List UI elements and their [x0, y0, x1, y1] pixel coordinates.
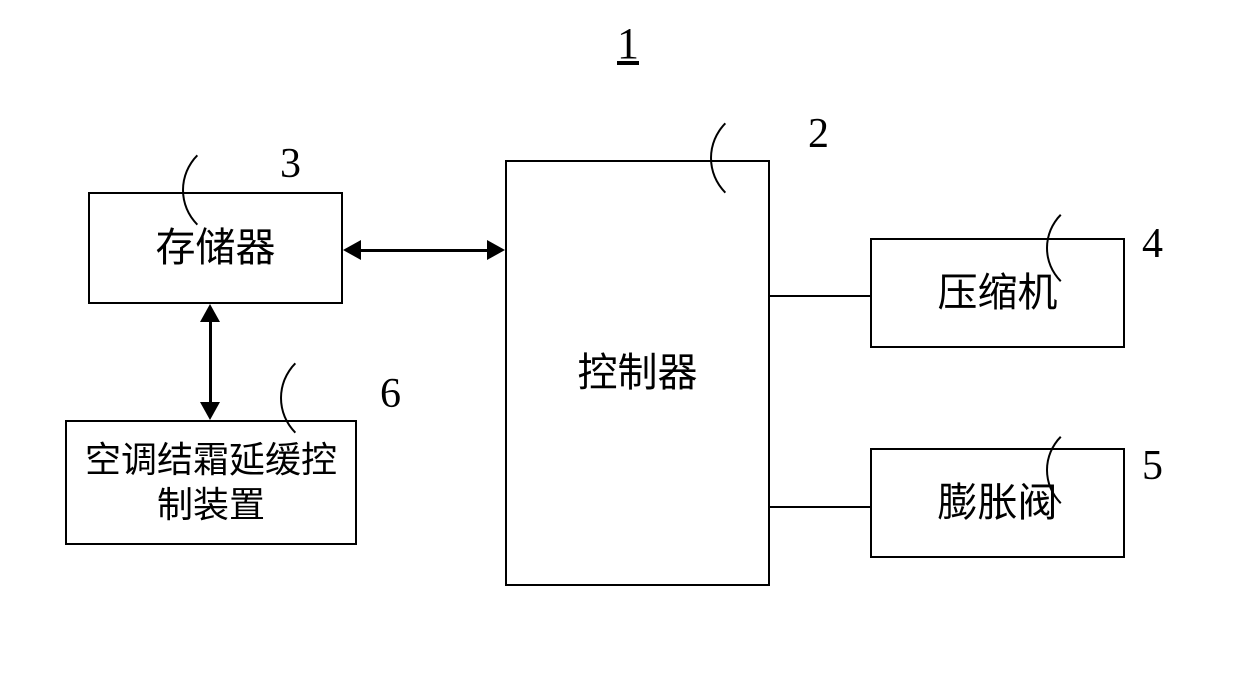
- leader-to-6: [280, 348, 380, 448]
- leader-to-3: [182, 140, 282, 240]
- label-3: 3: [280, 140, 301, 188]
- leader-to-2: [710, 108, 810, 208]
- box-controller-label: 控制器: [578, 348, 698, 398]
- diagram-canvas: 1 控制器 存储器 空调结霜延缓控制装置 压缩机 膨胀阀 2 3 4 5 6: [0, 0, 1240, 679]
- box-controller: 控制器: [505, 160, 770, 586]
- leader-to-5: [1046, 422, 1142, 518]
- label-6: 6: [380, 370, 401, 418]
- line-controller-valve: [770, 506, 870, 508]
- label-2: 2: [808, 110, 829, 158]
- box-expansion-valve-label: 膨胀阀: [938, 478, 1058, 528]
- label-4: 4: [1142, 220, 1163, 268]
- box-frost-device-label: 空调结霜延缓控制装置: [71, 438, 351, 528]
- line-controller-compressor: [770, 295, 870, 297]
- box-compressor-label: 压缩机: [938, 268, 1058, 318]
- diagram-title: 1: [608, 18, 648, 69]
- label-5: 5: [1142, 442, 1163, 490]
- leader-to-4: [1046, 200, 1142, 296]
